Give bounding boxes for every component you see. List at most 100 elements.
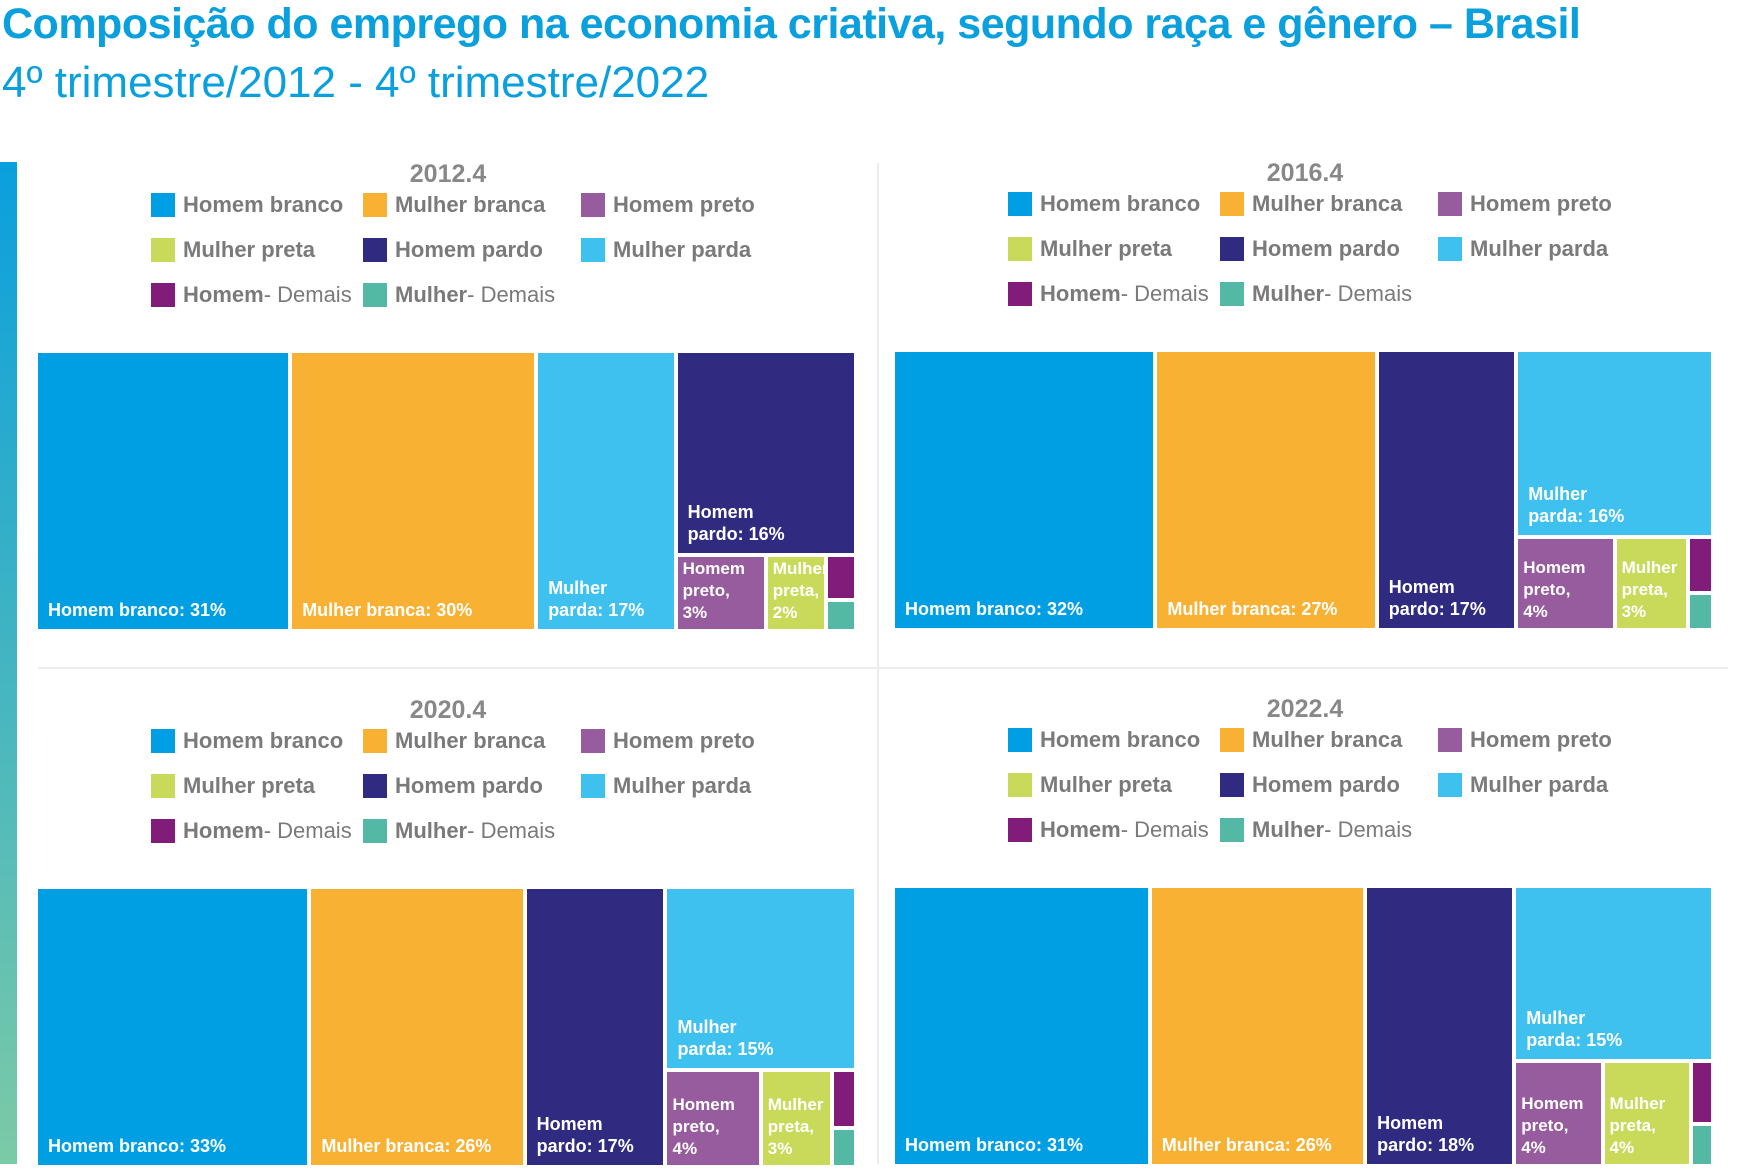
legend-item-mulher-parda: Mulher parda bbox=[1438, 770, 1608, 800]
cell-label: Homem preto, 4% bbox=[672, 1094, 735, 1158]
legend-swatch bbox=[363, 819, 387, 843]
legend-swatch bbox=[1220, 237, 1244, 261]
treemap-cell-homem-preto: Homem preto, 3% bbox=[677, 556, 764, 629]
legend-item-mulher-branca: Mulher branca bbox=[363, 726, 545, 756]
cell-label: Homem pardo: 16% bbox=[687, 501, 785, 544]
legend-item-mulher-parda: Mulher parda bbox=[581, 771, 751, 801]
legend-label: Mulher preta bbox=[1040, 236, 1173, 261]
legend-item-mulher-parda: Mulher parda bbox=[1438, 234, 1608, 264]
cell-label: Mulher parda: 15% bbox=[677, 1016, 774, 1059]
legend-label: Homem branco bbox=[1040, 191, 1201, 216]
treemap-cell-mulher-branca: Mulher branca: 26% bbox=[1151, 888, 1364, 1164]
legend-item-mulher-demais: Mulher - Demais bbox=[1220, 815, 1412, 845]
legend-swatch bbox=[1438, 728, 1462, 752]
vertical-divider bbox=[877, 163, 879, 1164]
treemap-cell-mulher-preta: Mulher preta, 3% bbox=[1616, 538, 1687, 628]
cell-label: Mulher branca: 30% bbox=[302, 600, 473, 620]
legend-label: Homem bbox=[183, 818, 264, 843]
legend-swatch bbox=[581, 774, 605, 798]
treemap-cell-mulher-parda: Mulher parda: 16% bbox=[1518, 352, 1711, 535]
cell-label: Homem branco: 33% bbox=[48, 1136, 227, 1156]
legend-label: Mulher preta bbox=[1040, 772, 1173, 797]
panel-title: 2022.4 bbox=[1266, 695, 1344, 723]
legend-item-homem-demais: Homem - Demais bbox=[1008, 279, 1209, 309]
legend-label: Homem pardo bbox=[395, 237, 543, 262]
legend-label: Mulher branca bbox=[395, 728, 546, 753]
cell-label: Mulher preta, 3% bbox=[767, 1094, 824, 1158]
panel-2020: 2020.4 Homem branco Mulher branca Homem pr… bbox=[38, 696, 858, 1176]
treemap-cell-mulher-branca: Mulher branca: 30% bbox=[292, 353, 535, 629]
legend-swatch bbox=[1220, 282, 1244, 306]
cell-label: Mulher preta, 3% bbox=[1621, 557, 1678, 621]
legend-label: Homem bbox=[1040, 817, 1121, 842]
legend-label: Mulher branca bbox=[1252, 191, 1403, 216]
treemap-cell-homem-branco: Homem branco: 31% bbox=[895, 888, 1148, 1164]
legend-swatch bbox=[363, 283, 387, 307]
cell-label: Homem preto, 4% bbox=[1523, 557, 1586, 621]
treemap: Homem branco: 32% Mulher branca: 27% Homem… bbox=[895, 352, 1715, 632]
panel-title: 2016.4 bbox=[1266, 159, 1344, 187]
legend-swatch bbox=[1008, 237, 1032, 261]
legend-item-mulher-branca: Mulher branca bbox=[1220, 189, 1402, 219]
legend-swatch bbox=[151, 283, 175, 307]
legend-label: Homem bbox=[183, 282, 264, 307]
legend-label: Mulher parda bbox=[613, 773, 752, 798]
horizontal-divider bbox=[38, 667, 1728, 669]
treemap: Homem branco: 31% Mulher branca: 26% Homem… bbox=[895, 888, 1715, 1168]
treemap-cell-homem-branco: Homem branco: 32% bbox=[895, 352, 1154, 628]
legend-item-homem-pardo: Homem pardo bbox=[363, 235, 543, 265]
legend-swatch bbox=[1220, 818, 1244, 842]
cell-label: Mulher parda: 16% bbox=[1528, 483, 1625, 526]
treemap-cell-homem-pardo: Homem pardo: 18% bbox=[1367, 888, 1513, 1164]
legend-item-homem-pardo: Homem pardo bbox=[1220, 234, 1400, 264]
cell-label: Homem branco: 31% bbox=[48, 600, 227, 620]
treemap-cell-mulher-preta: Mulher preta, 2% bbox=[767, 556, 829, 629]
legend-label: Mulher branca bbox=[395, 192, 546, 217]
legend-swatch bbox=[363, 193, 387, 217]
legend-item-homem-pardo: Homem pardo bbox=[363, 771, 543, 801]
legend-label: Mulher bbox=[1252, 817, 1325, 842]
cell-label: Homem preto, 3% bbox=[682, 558, 745, 622]
treemap-cell-mulher-parda: Mulher parda: 17% bbox=[538, 353, 674, 629]
treemap-cell-homem-demais bbox=[827, 556, 854, 599]
treemap-cell-mulher-demais bbox=[1692, 1126, 1711, 1164]
treemap-cell-mulher-branca: Mulher branca: 26% bbox=[311, 889, 523, 1165]
legend-label: Mulher preta bbox=[183, 773, 316, 798]
legend-label: Homem branco bbox=[183, 192, 344, 217]
legend-label-suffix: - Demais bbox=[263, 282, 352, 307]
legend-item-mulher-branca: Mulher branca bbox=[363, 190, 545, 220]
treemap-cell-homem-pardo: Homem pardo: 16% bbox=[677, 353, 854, 553]
treemap-cell-mulher-preta: Mulher preta, 4% bbox=[1604, 1063, 1689, 1164]
legend-swatch bbox=[151, 193, 175, 217]
cell-label: Mulher branca: 26% bbox=[1161, 1135, 1332, 1155]
legend-swatch bbox=[581, 193, 605, 217]
legend-label-suffix: - Demais bbox=[467, 818, 556, 843]
legend-item-homem-demais: Homem - Demais bbox=[151, 280, 352, 310]
legend-label: Mulher bbox=[1252, 281, 1325, 306]
legend-swatch bbox=[1008, 773, 1032, 797]
legend-item-mulher-branca: Mulher branca bbox=[1220, 725, 1402, 755]
legend-item-homem-preto: Homem preto bbox=[581, 726, 755, 756]
cell-label: Homem pardo: 18% bbox=[1377, 1113, 1475, 1155]
legend-item-mulher-demais: Mulher - Demais bbox=[363, 280, 555, 310]
legend-swatch bbox=[1220, 192, 1244, 216]
treemap-cell-homem-pardo: Homem pardo: 17% bbox=[1378, 352, 1515, 628]
legend-label-suffix: - Demais bbox=[1324, 281, 1413, 306]
legend-label-suffix: - Demais bbox=[1120, 281, 1209, 306]
treemap-cell-mulher-branca: Mulher branca: 27% bbox=[1157, 352, 1375, 628]
treemap: Homem branco: 31% Mulher branca: 30% Mulhe… bbox=[38, 353, 858, 633]
legend-swatch bbox=[1008, 282, 1032, 306]
legend-swatch bbox=[1220, 773, 1244, 797]
legend-swatch bbox=[363, 774, 387, 798]
legend-swatch bbox=[1220, 728, 1244, 752]
cell-label: Mulher preta, 2% bbox=[772, 558, 829, 622]
legend-item-mulher-preta: Mulher preta bbox=[151, 235, 315, 265]
cell-label: Mulher preta, 4% bbox=[1609, 1094, 1666, 1157]
legend-label: Homem preto bbox=[1470, 727, 1612, 752]
legend-label-suffix: - Demais bbox=[467, 282, 556, 307]
legend-label: Mulher bbox=[395, 282, 468, 307]
legend-swatch bbox=[1438, 773, 1462, 797]
cell-label: Homem pardo: 17% bbox=[536, 1114, 634, 1156]
chart-subtitle: 4º trimestre/2012 - 4º trimestre/2022 bbox=[2, 58, 710, 107]
treemap-cell-homem-demais bbox=[1692, 1063, 1711, 1122]
